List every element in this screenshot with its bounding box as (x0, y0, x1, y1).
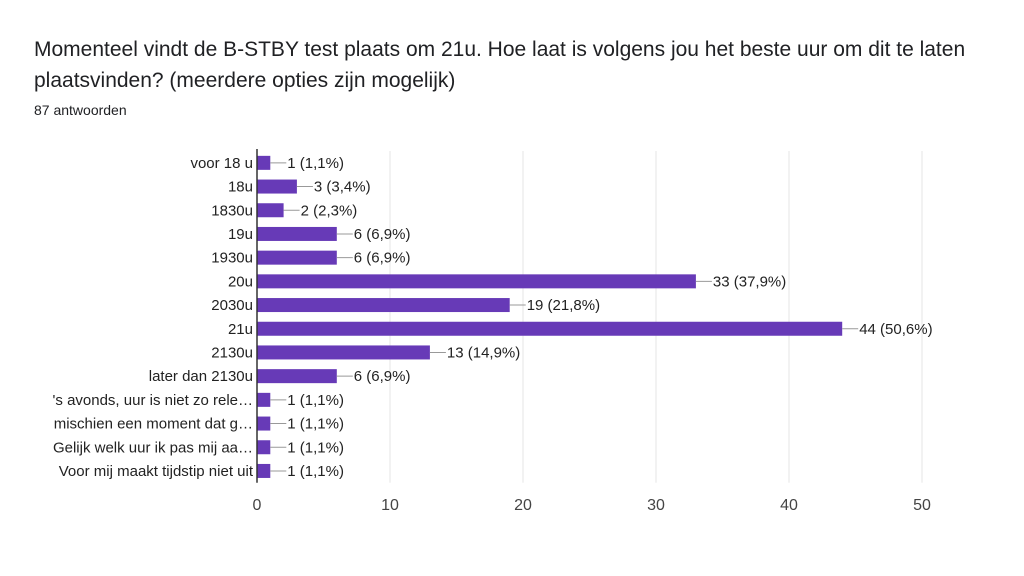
category-label: 2030u (211, 297, 253, 314)
data-label: 6 (6,9%) (354, 368, 411, 385)
category-label: mischien een moment dat g… (54, 416, 253, 433)
bar (257, 155, 271, 170)
category-label: 2130u (211, 344, 253, 361)
category-label: 20u (228, 273, 253, 290)
data-label: 6 (6,9%) (354, 226, 411, 243)
bar (257, 250, 337, 265)
response-count: 87 antwoorden (34, 102, 127, 118)
bar (257, 226, 337, 241)
x-tick-label: 20 (514, 497, 532, 514)
data-label: 1 (1,1%) (287, 439, 344, 456)
x-tick-label: 30 (647, 497, 665, 514)
data-label: 13 (14,9%) (447, 344, 520, 361)
data-label: 6 (6,9%) (354, 250, 411, 267)
data-label: 19 (21,8%) (527, 297, 600, 314)
bar (257, 440, 271, 455)
bar (257, 416, 271, 431)
question-title: Momenteel vindt de B-STBY test plaats om… (34, 38, 966, 92)
data-label: 33 (37,9%) (713, 273, 786, 290)
bar (257, 392, 271, 407)
data-label: 2 (2,3%) (301, 202, 358, 219)
category-label: 18u (228, 179, 253, 196)
x-tick-label: 40 (780, 497, 798, 514)
category-label: 1930u (211, 250, 253, 267)
data-label: 1 (1,1%) (287, 416, 344, 433)
category-label: 1830u (211, 202, 253, 219)
category-label: 's avonds, uur is niet zo rele… (53, 392, 253, 409)
bar (257, 345, 430, 360)
bar (257, 369, 337, 384)
data-label: 44 (50,6%) (859, 321, 932, 338)
x-tick-label: 50 (913, 497, 931, 514)
category-label: Voor mij maakt tijdstip niet uit (59, 463, 254, 480)
category-label: voor 18 u (190, 155, 253, 172)
bar (257, 179, 297, 194)
x-tick-label: 10 (381, 497, 399, 514)
bar (257, 203, 284, 218)
bar (257, 298, 510, 313)
category-label: Gelijk welk uur ik pas mij aa… (53, 439, 253, 456)
data-label: 1 (1,1%) (287, 392, 344, 409)
category-label: 21u (228, 321, 253, 338)
bar (257, 274, 696, 289)
category-label: 19u (228, 226, 253, 243)
data-label: 3 (3,4%) (314, 179, 371, 196)
bar (257, 463, 271, 478)
data-label: 1 (1,1%) (287, 463, 344, 480)
category-label: later dan 2130u (149, 368, 253, 385)
bar (257, 321, 843, 336)
x-tick-label: 0 (253, 497, 262, 514)
data-label: 1 (1,1%) (287, 155, 344, 172)
